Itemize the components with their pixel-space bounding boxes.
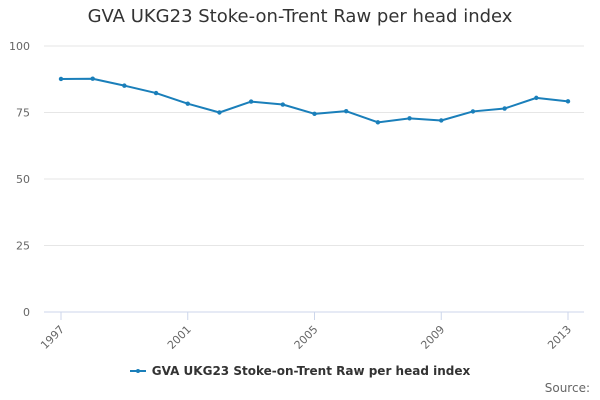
- legend-line-icon: [129, 365, 146, 377]
- data-point[interactable]: [534, 95, 539, 101]
- x-tick-label: 2013: [545, 323, 574, 352]
- y-tick-label: 25: [16, 240, 30, 253]
- data-point[interactable]: [407, 116, 412, 121]
- data-point[interactable]: [280, 102, 286, 107]
- x-tick-label: 2005: [292, 323, 321, 352]
- data-point[interactable]: [312, 111, 317, 117]
- data-point[interactable]: [502, 106, 507, 111]
- x-tick-label: 2009: [418, 323, 447, 352]
- chart-title: GVA UKG23 Stoke-on-Trent Raw per head in…: [87, 6, 513, 27]
- data-point[interactable]: [565, 99, 571, 104]
- data-point[interactable]: [248, 99, 254, 104]
- data-point[interactable]: [439, 118, 444, 123]
- data-point[interactable]: [217, 110, 222, 115]
- data-point[interactable]: [470, 109, 476, 114]
- data-point[interactable]: [375, 120, 381, 125]
- data-point[interactable]: [185, 101, 190, 106]
- legend-label: GVA UKG23 Stoke-on-Trent Raw per head in…: [151, 364, 471, 378]
- x-tick-label: 1997: [38, 323, 67, 352]
- x-tick-label: 2001: [165, 323, 194, 352]
- data-point[interactable]: [58, 76, 64, 82]
- y-tick-label: 0: [23, 306, 30, 319]
- credits-label[interactable]: Source:: [544, 381, 590, 395]
- y-tick-label: 50: [16, 173, 30, 186]
- legend[interactable]: GVA UKG23 Stoke-on-Trent Raw per head in…: [0, 364, 600, 378]
- data-point[interactable]: [122, 83, 127, 88]
- data-point[interactable]: [90, 76, 95, 81]
- y-tick-label: 75: [16, 107, 30, 120]
- y-tick-label: 100: [9, 40, 30, 53]
- data-point[interactable]: [343, 108, 349, 114]
- data-point[interactable]: [153, 90, 159, 96]
